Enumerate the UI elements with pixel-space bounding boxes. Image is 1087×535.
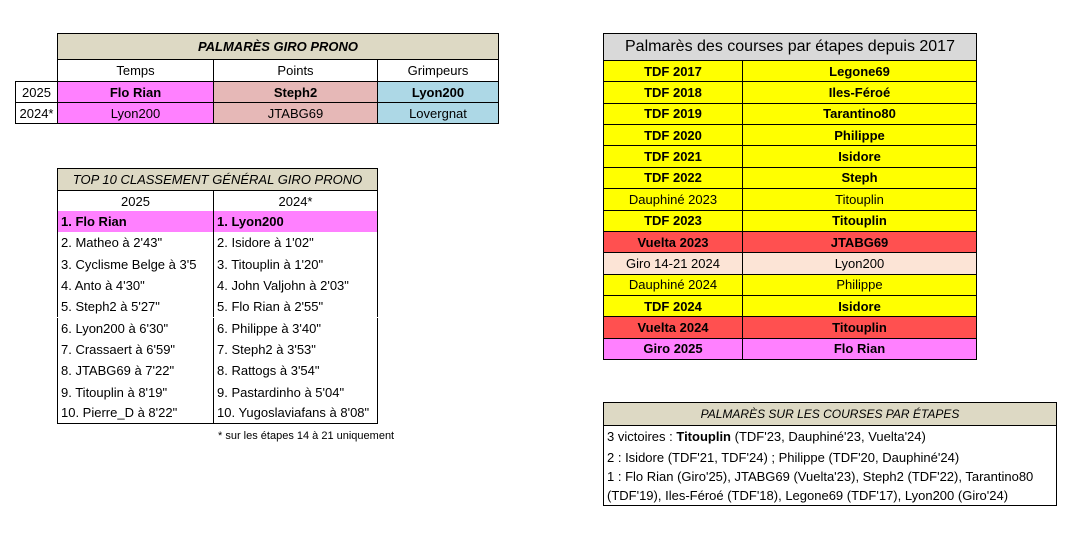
race: TDF 2019 xyxy=(603,102,743,126)
winner: Titouplin xyxy=(742,209,977,232)
winner: Philippe xyxy=(742,273,977,296)
race: TDF 2017 xyxy=(603,60,743,83)
race: TDF 2021 xyxy=(603,145,743,168)
ranking-cell: 1. Lyon200 xyxy=(213,211,378,233)
column-header: 2025 xyxy=(57,190,214,212)
ranking-cell: 1. Flo Rian xyxy=(57,211,214,233)
table-title: Palmarès des courses par étapes depuis 2… xyxy=(603,33,977,61)
ranking-cell: 4. John Valjohn à 2'03" xyxy=(213,274,378,297)
race: TDF 2018 xyxy=(603,81,743,104)
winner: Titouplin xyxy=(742,316,977,339)
ranking-cell: 3. Cyclisme Belge à 3'5 xyxy=(57,253,214,275)
ranking-cell: 10. Pierre_D à 8'22" xyxy=(57,402,214,424)
ranking-cell: 4. Anto à 4'30" xyxy=(57,274,214,297)
table-title: PALMARÈS SUR LES COURSES PAR ÉTAPES xyxy=(603,402,1057,426)
race: Dauphiné 2024 xyxy=(603,273,743,296)
ranking-cell: 8. JTABG69 à 7'22" xyxy=(57,360,214,382)
ranking-cell: 5. Steph2 à 5'27" xyxy=(57,296,214,318)
race: Giro 14-21 2024 xyxy=(603,252,743,275)
table-title: TOP 10 CLASSEMENT GÉNÉRAL GIRO PRONO xyxy=(57,168,378,191)
summary-text: 3 victoires : xyxy=(607,428,677,444)
winner: Isidore xyxy=(742,145,977,168)
winner: Tarantino80 xyxy=(742,102,977,126)
footnote: * sur les étapes 14 à 21 uniquement xyxy=(218,430,395,442)
winner: Flo Rian xyxy=(742,337,977,361)
ranking-cell: 6. Lyon200 à 6'30" xyxy=(57,317,214,339)
ranking-cell: 9. Pastardinho à 5'04" xyxy=(213,381,378,403)
winner: Steph xyxy=(742,166,977,190)
winner: Iles-Féroé xyxy=(742,81,977,104)
race: TDF 2020 xyxy=(603,124,743,147)
race: Giro 2025 xyxy=(603,337,743,361)
cell: JTABG69 xyxy=(213,102,378,124)
winner: Philippe xyxy=(742,124,977,147)
race: TDF 2024 xyxy=(603,294,743,318)
ranking-cell: 9. Titouplin à 8'19" xyxy=(57,381,214,403)
cell: Lovergnat xyxy=(377,102,499,124)
winner: Lyon200 xyxy=(742,252,977,275)
cell: Lyon200 xyxy=(377,81,499,103)
winner: Legone69 xyxy=(742,60,977,83)
ranking-cell: 2. Matheo à 2'43" xyxy=(57,232,214,254)
summary-text: (TDF'23, Dauphiné'23, Vuelta'24) xyxy=(731,428,926,444)
cell: Lyon200 xyxy=(57,102,214,124)
row-year: 2024* xyxy=(15,102,58,124)
ranking-cell: 2. Isidore à 1'02" xyxy=(213,232,378,254)
ranking-cell: 8. Rattogs à 3'54" xyxy=(213,360,378,382)
ranking-cell: 10. Yugoslaviafans à 8'08" xyxy=(213,402,378,424)
race: Vuelta 2024 xyxy=(603,316,743,339)
ranking-cell: 5. Flo Rian à 2'55" xyxy=(213,296,378,318)
summary-text: Titouplin xyxy=(676,428,731,444)
race: TDF 2022 xyxy=(603,166,743,190)
column-header: Grimpeurs xyxy=(377,59,499,82)
ranking-cell: 7. Steph2 à 3'53" xyxy=(213,338,378,361)
ranking-cell: 7. Crassaert à 6'59" xyxy=(57,338,214,361)
summary-line: 3 victoires : Titouplin (TDF'23, Dauphin… xyxy=(603,425,1057,447)
row-year: 2025 xyxy=(15,81,58,103)
race: TDF 2023 xyxy=(603,209,743,232)
ranking-cell: 6. Philippe à 3'40" xyxy=(213,317,378,339)
winner: JTABG69 xyxy=(742,230,977,254)
race: Dauphiné 2023 xyxy=(603,188,743,211)
table-title: PALMARÈS GIRO PRONO xyxy=(57,33,499,60)
column-header: Temps xyxy=(57,59,214,82)
winner: Isidore xyxy=(742,294,977,318)
cell: Steph2 xyxy=(213,81,378,103)
column-header: Points xyxy=(213,59,378,82)
winner: Titouplin xyxy=(742,188,977,211)
summary-line: 2 : Isidore (TDF'21, TDF'24) ; Philippe … xyxy=(603,446,1057,468)
column-header: 2024* xyxy=(213,190,378,212)
cell: Flo Rian xyxy=(57,81,214,103)
race: Vuelta 2023 xyxy=(603,230,743,254)
ranking-cell: 3. Titouplin à 1'20" xyxy=(213,253,378,275)
summary-line: 1 : Flo Rian (Giro'25), JTABG69 (Vuelta'… xyxy=(603,467,1057,506)
